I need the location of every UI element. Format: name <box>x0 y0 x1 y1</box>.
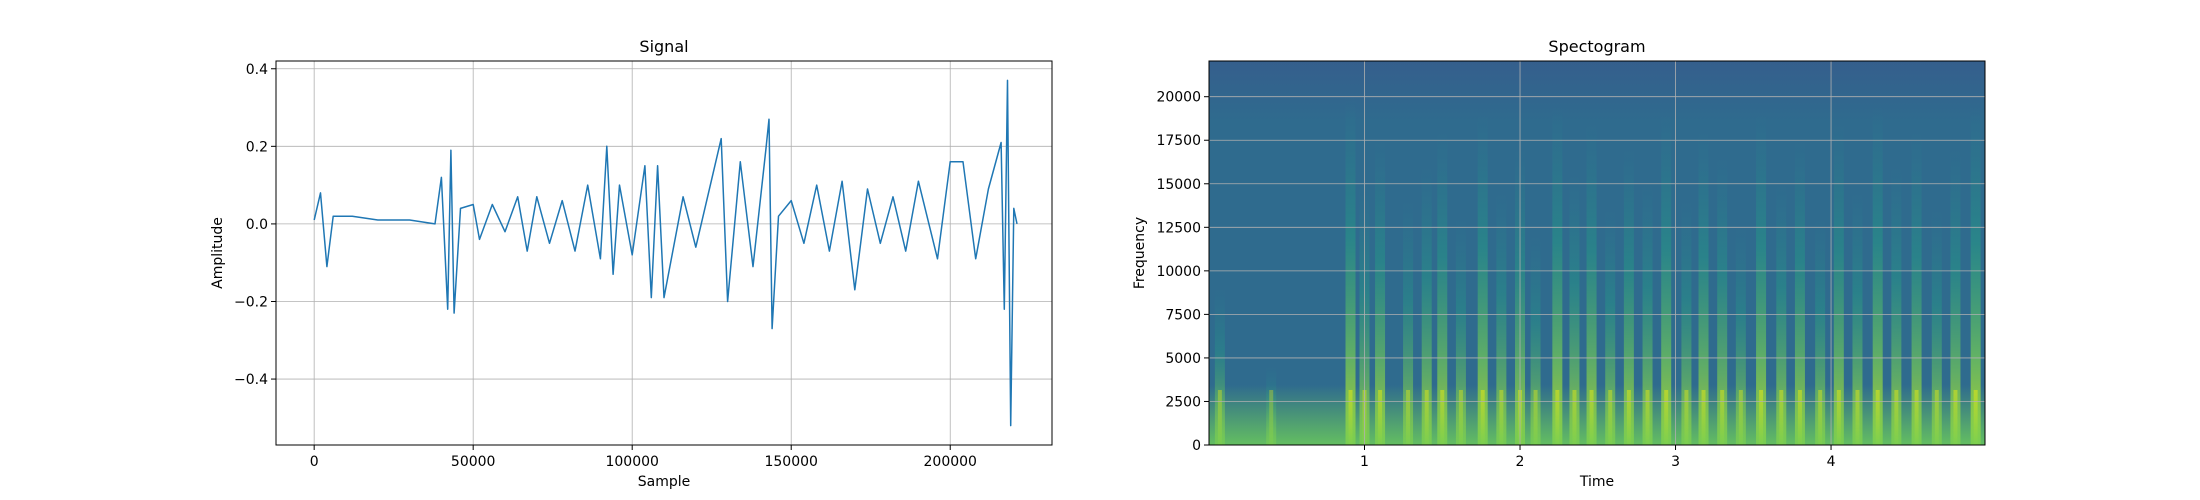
spectrogram-y-axis-label: Frequency <box>1132 217 1148 289</box>
spectrogram-burst <box>1833 122 1844 445</box>
spectrogram-high-frequency-band <box>1209 61 1985 121</box>
spectrogram-y-tick-label: 12500 <box>1156 220 1201 236</box>
signal-x-tick-label: 50000 <box>451 454 496 470</box>
spectrogram-burst <box>1735 227 1746 445</box>
spectrogram-burst <box>1872 105 1883 445</box>
spectrogram-burst <box>1815 218 1826 445</box>
spectrogram-burst <box>1437 131 1448 445</box>
spectrogram-burst <box>1421 166 1432 445</box>
spectrogram-title: Spectogram <box>1548 37 1645 56</box>
signal-y-ticks: −0.4 −0.2 0.0 0.2 0.4 <box>234 62 276 388</box>
spectrogram-x-ticks: 1 2 3 4 <box>1360 445 1836 470</box>
signal-plot-area <box>276 61 1052 445</box>
signal-y-tick-label: 0.4 <box>246 62 268 78</box>
spectrogram-grid <box>1209 61 1985 446</box>
spectrogram-bursts <box>1214 96 1981 445</box>
spectrogram-burst <box>1661 114 1672 445</box>
signal-y-tick-label: 0.2 <box>246 139 268 155</box>
spectrogram-burst <box>1214 288 1225 445</box>
spectrogram-burst <box>1911 131 1922 445</box>
signal-x-tick-label: 100000 <box>605 454 658 470</box>
spectrogram-burst <box>1477 114 1488 445</box>
spectrogram-y-tick-label: 20000 <box>1156 90 1201 106</box>
spectrogram-burst <box>1681 201 1692 445</box>
spectrogram-y-ticks: 0 2500 5000 7500 10000 12500 15000 17500 20000 <box>1156 90 1209 454</box>
spectrogram-burst <box>1586 122 1597 445</box>
spectrogram-burst <box>1698 131 1709 445</box>
spectrogram-burst <box>1623 148 1634 445</box>
signal-x-axis-label: Sample <box>638 474 691 490</box>
spectrogram-burst <box>1552 105 1563 445</box>
signal-x-ticks: 0 50000 100000 150000 200000 <box>310 445 977 470</box>
spectrogram-x-tick-label: 2 <box>1516 454 1525 470</box>
signal-y-tick-label: −0.2 <box>234 294 268 310</box>
spectrogram-x-tick-label: 3 <box>1671 454 1680 470</box>
signal-x-tick-label: 200000 <box>924 454 977 470</box>
signal-title: Signal <box>639 37 688 56</box>
spectrogram-chart: Spectogram 1 2 3 4 0 2500 5000 7500 10000 12500 1… <box>1132 37 1986 490</box>
signal-grid <box>276 61 1052 445</box>
spectrogram-y-tick-label: 15000 <box>1156 177 1201 193</box>
signal-y-tick-label: 0.0 <box>246 217 268 233</box>
spectrogram-burst <box>1717 157 1728 445</box>
signal-x-tick-label: 150000 <box>764 454 817 470</box>
spectrogram-burst <box>1375 140 1386 445</box>
spectrogram-burst <box>1756 114 1767 445</box>
spectrogram-burst <box>1569 175 1580 445</box>
spectrogram-y-tick-label: 5000 <box>1165 351 1201 367</box>
signal-line <box>313 79 1018 427</box>
spectrogram-y-tick-label: 7500 <box>1165 307 1201 323</box>
spectrogram-burst <box>1605 209 1616 445</box>
signal-x-tick-label: 0 <box>310 454 319 470</box>
spectrogram-burst <box>1891 166 1902 445</box>
spectrogram-burst <box>1931 209 1942 445</box>
spectrogram-burst <box>1403 201 1414 445</box>
spectrogram-x-axis-label: Time <box>1579 474 1614 490</box>
spectrogram-burst <box>1970 105 1981 445</box>
spectrogram-burst <box>1455 218 1466 445</box>
signal-frame <box>275 60 1053 446</box>
spectrogram-burst <box>1496 192 1507 445</box>
spectrogram-x-tick-label: 1 <box>1360 454 1369 470</box>
spectrogram-burst <box>1530 236 1541 445</box>
spectrogram-burst <box>1852 192 1863 445</box>
spectrogram-low-frequency-band <box>1209 385 1985 445</box>
spectrogram-y-tick-label: 17500 <box>1156 133 1201 149</box>
spectrogram-x-tick-label: 4 <box>1827 454 1836 470</box>
signal-y-axis-label: Amplitude <box>210 217 226 289</box>
spectrogram-y-tick-label: 10000 <box>1156 264 1201 280</box>
spectrogram-frame <box>1208 60 1986 446</box>
spectrogram-y-tick-label: 0 <box>1192 438 1201 454</box>
signal-chart: Signal 0 50000 100000 150000 200000 −0.4 −0.2… <box>210 37 1053 490</box>
spectrogram-y-tick-label: 2500 <box>1165 394 1201 410</box>
spectrogram-burst <box>1794 140 1805 445</box>
spectrogram-burst <box>1950 148 1961 445</box>
signal-y-tick-label: −0.4 <box>234 372 268 388</box>
